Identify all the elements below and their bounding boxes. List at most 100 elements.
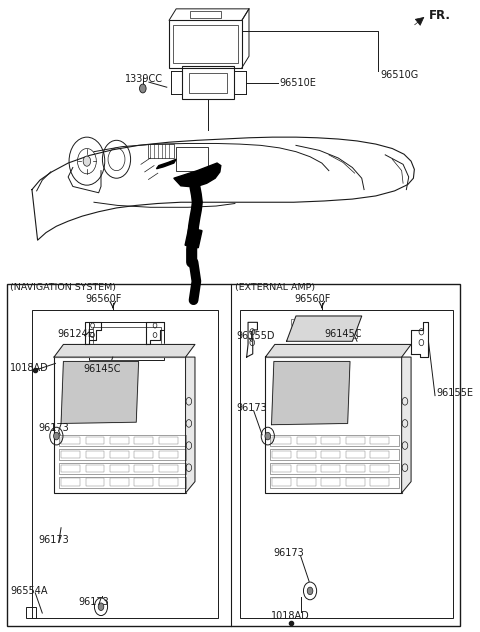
Text: 96124E: 96124E <box>57 329 94 339</box>
Bar <box>270 477 399 488</box>
Bar <box>273 478 291 486</box>
Bar <box>321 451 340 458</box>
Text: 96510E: 96510E <box>279 78 316 88</box>
Text: 96145C: 96145C <box>84 364 121 374</box>
Polygon shape <box>174 163 221 187</box>
Circle shape <box>140 84 146 93</box>
Bar <box>61 437 80 444</box>
Bar <box>159 451 178 458</box>
Circle shape <box>307 587 313 595</box>
Bar <box>85 451 104 458</box>
Bar <box>85 478 104 486</box>
Bar <box>110 465 129 472</box>
Bar <box>189 73 227 93</box>
Bar <box>370 451 389 458</box>
Bar <box>291 319 357 338</box>
Text: 96155D: 96155D <box>236 331 275 341</box>
Text: 96510G: 96510G <box>381 70 419 80</box>
Circle shape <box>54 432 59 440</box>
Text: 96145C: 96145C <box>324 329 361 339</box>
Bar <box>370 437 389 444</box>
Polygon shape <box>61 362 139 423</box>
Bar <box>346 478 364 486</box>
Bar <box>270 435 399 446</box>
Text: 96560F: 96560F <box>294 294 331 304</box>
Text: 96155E: 96155E <box>436 388 473 398</box>
Bar <box>159 437 178 444</box>
Bar <box>134 465 153 472</box>
Circle shape <box>265 432 271 440</box>
Bar <box>85 437 104 444</box>
Bar <box>159 465 178 472</box>
Bar <box>346 437 364 444</box>
Circle shape <box>83 156 91 166</box>
Bar <box>270 463 399 474</box>
Polygon shape <box>402 357 411 493</box>
Bar <box>134 478 153 486</box>
Bar <box>321 478 340 486</box>
Text: 1018AD: 1018AD <box>271 611 310 621</box>
Bar <box>59 463 186 474</box>
Bar <box>190 11 221 18</box>
Bar <box>134 451 153 458</box>
Bar <box>273 465 291 472</box>
Bar <box>321 465 340 472</box>
Bar <box>182 66 234 99</box>
Bar <box>32 310 217 618</box>
Bar <box>346 451 364 458</box>
Bar <box>61 451 80 458</box>
Bar <box>297 451 316 458</box>
Text: 96560F: 96560F <box>85 294 121 304</box>
Text: (EXTERNAL AMP): (EXTERNAL AMP) <box>235 283 315 292</box>
Bar <box>346 465 364 472</box>
Bar <box>370 478 389 486</box>
Text: 1018AD: 1018AD <box>11 363 49 373</box>
Text: 96173: 96173 <box>273 548 304 558</box>
Circle shape <box>98 603 104 611</box>
Bar <box>93 327 161 355</box>
Text: 96173: 96173 <box>79 597 109 607</box>
Bar <box>59 435 186 446</box>
Bar <box>85 465 104 472</box>
Bar <box>240 310 453 618</box>
Bar <box>89 322 165 360</box>
Bar <box>273 451 291 458</box>
Text: 96173: 96173 <box>236 403 267 413</box>
Bar <box>54 357 186 493</box>
Bar <box>59 477 186 488</box>
Text: FR.: FR. <box>429 9 450 22</box>
Text: 1339CC: 1339CC <box>124 74 163 84</box>
Bar <box>270 449 399 460</box>
Bar <box>169 20 242 68</box>
Text: 96173: 96173 <box>38 535 69 545</box>
Polygon shape <box>186 357 195 493</box>
Polygon shape <box>272 362 350 425</box>
Text: (NAVIGATION SYSTEM): (NAVIGATION SYSTEM) <box>11 283 116 292</box>
Polygon shape <box>185 228 202 248</box>
Bar <box>26 607 36 618</box>
Bar <box>173 25 238 63</box>
Polygon shape <box>287 316 362 341</box>
Bar <box>297 478 316 486</box>
Bar <box>176 147 208 171</box>
Polygon shape <box>156 159 176 169</box>
Bar <box>148 144 174 158</box>
Bar <box>265 357 402 493</box>
Bar <box>61 465 80 472</box>
Bar <box>134 437 153 444</box>
Bar <box>297 465 316 472</box>
Text: 96173: 96173 <box>38 423 69 433</box>
Polygon shape <box>54 344 195 357</box>
Bar <box>297 437 316 444</box>
Bar <box>110 478 129 486</box>
Bar <box>110 451 129 458</box>
Bar <box>61 478 80 486</box>
Bar <box>159 478 178 486</box>
Bar <box>273 437 291 444</box>
Bar <box>110 437 129 444</box>
Bar <box>7 284 460 626</box>
Bar <box>59 449 186 460</box>
Bar <box>370 465 389 472</box>
Polygon shape <box>265 344 411 357</box>
Bar <box>321 437 340 444</box>
